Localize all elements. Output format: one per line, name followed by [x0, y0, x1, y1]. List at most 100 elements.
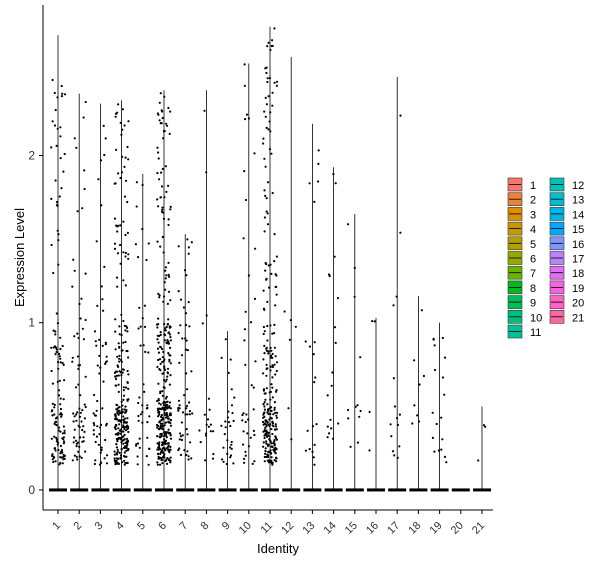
data-point [270, 272, 273, 275]
data-point [270, 152, 273, 155]
data-point [52, 455, 55, 458]
violin-base [218, 488, 237, 492]
data-point [371, 320, 374, 323]
data-point [311, 450, 314, 453]
data-point [51, 458, 54, 461]
legend-label: 5 [530, 239, 536, 251]
data-point [103, 265, 106, 268]
data-point [79, 317, 82, 320]
data-point [315, 423, 318, 426]
data-point [163, 411, 166, 415]
x-tick-label: 1 [50, 520, 63, 533]
data-point [160, 185, 164, 188]
data-point [162, 431, 166, 434]
data-point [126, 145, 129, 149]
data-point [198, 429, 201, 432]
data-point [156, 172, 159, 175]
x-tick-label: 21 [470, 520, 487, 537]
data-point [443, 356, 447, 359]
data-point [161, 347, 164, 351]
category-group: 10 [237, 63, 258, 537]
data-point [59, 407, 63, 411]
data-point [433, 450, 436, 453]
data-point [158, 402, 161, 405]
data-point [135, 205, 138, 208]
data-point [274, 285, 277, 289]
data-point [184, 337, 187, 340]
data-point [121, 368, 124, 371]
data-point [264, 447, 267, 450]
data-point [78, 415, 82, 418]
data-point [75, 455, 78, 458]
data-point [119, 262, 122, 265]
data-point [123, 459, 126, 462]
data-point [157, 445, 160, 448]
data-point [127, 427, 130, 430]
data-point [270, 409, 273, 412]
data-point [263, 452, 267, 455]
data-point [243, 339, 246, 342]
data-point [313, 443, 316, 446]
data-point [347, 223, 350, 226]
data-point [122, 389, 125, 392]
data-point [275, 84, 278, 87]
violin-base [303, 488, 322, 492]
data-point [185, 407, 188, 410]
data-point [53, 406, 56, 409]
data-point [162, 130, 165, 133]
data-point [275, 255, 278, 258]
x-tick-label: 6 [156, 520, 169, 533]
data-point [252, 408, 255, 411]
data-point [263, 189, 266, 192]
data-point [165, 274, 168, 277]
data-point [123, 427, 126, 430]
data-point [119, 243, 122, 247]
data-point [125, 449, 128, 452]
data-point [267, 459, 270, 462]
data-point [332, 173, 335, 176]
data-point [262, 372, 265, 375]
data-point [359, 356, 362, 359]
data-point [164, 277, 167, 280]
data-point [117, 374, 120, 377]
data-point [63, 440, 66, 443]
data-point [161, 206, 164, 209]
data-point [180, 438, 184, 442]
data-point [186, 388, 189, 391]
data-point [396, 456, 399, 459]
data-point [76, 355, 80, 358]
data-point [264, 165, 267, 168]
data-point [275, 80, 279, 83]
data-point [177, 407, 180, 410]
data-point [165, 395, 168, 398]
data-point [477, 459, 480, 462]
data-point [124, 429, 127, 432]
data-point [116, 285, 119, 288]
data-point [356, 404, 359, 407]
data-point [266, 212, 269, 215]
data-point [127, 257, 130, 260]
data-point [92, 422, 95, 425]
data-point [59, 444, 63, 448]
data-point [98, 354, 101, 357]
legend-label: 7 [530, 268, 536, 280]
data-point [183, 449, 186, 452]
data-point [59, 336, 62, 339]
data-point [162, 137, 165, 140]
data-point [158, 421, 161, 424]
data-point [413, 404, 416, 407]
data-point [145, 258, 148, 262]
data-point [443, 393, 446, 396]
data-point [398, 445, 401, 448]
data-point [266, 339, 269, 342]
data-point [205, 423, 208, 426]
legend-label: 12 [572, 180, 584, 192]
data-point [165, 122, 168, 125]
data-point [142, 344, 145, 347]
data-point [126, 200, 129, 204]
data-point [117, 103, 120, 106]
data-point [275, 460, 278, 463]
data-point [114, 330, 117, 333]
data-point [124, 251, 127, 254]
